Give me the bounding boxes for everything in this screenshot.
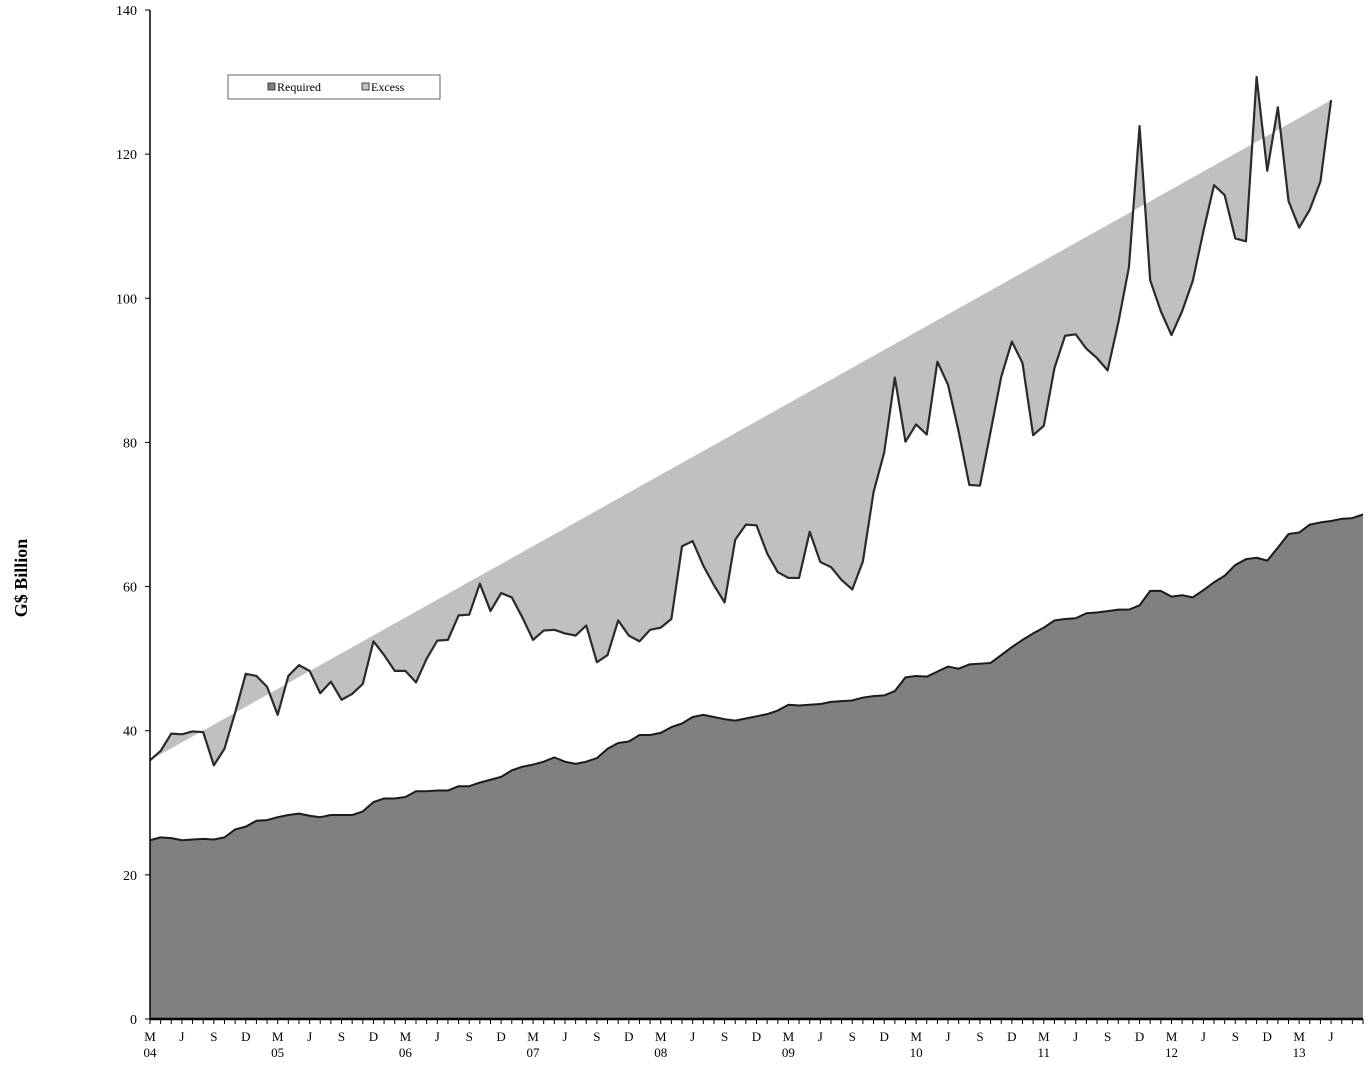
x-tick-label-month: M: [910, 1029, 922, 1044]
x-tick-label-month: D: [879, 1029, 888, 1044]
x-tick-label-year: 09: [782, 1045, 795, 1060]
x-tick-label-year: 04: [144, 1045, 158, 1060]
x-tick-label-month: S: [976, 1029, 983, 1044]
x-tick-label-month: J: [1073, 1029, 1078, 1044]
legend-box: [227, 74, 441, 100]
x-tick-label-month: M: [1038, 1029, 1050, 1044]
legend-swatch-excess: [361, 82, 370, 91]
y-axis-label: G$ Billion: [11, 539, 31, 618]
x-tick-label-month: D: [1007, 1029, 1016, 1044]
x-tick-label-month: M: [527, 1029, 539, 1044]
x-tick-label-month: J: [818, 1029, 823, 1044]
x-tick-label-year: 12: [1165, 1045, 1178, 1060]
y-tick-label: 60: [123, 581, 137, 596]
y-tick-label: 0: [130, 1013, 137, 1028]
x-tick-label-month: S: [1104, 1029, 1111, 1044]
x-tick-label-month: M: [1166, 1029, 1178, 1044]
x-tick-label-month: J: [1201, 1029, 1206, 1044]
x-tick-label-month: J: [1329, 1029, 1334, 1044]
x-tick-label-month: D: [241, 1029, 250, 1044]
x-tick-label-year: 08: [654, 1045, 667, 1060]
x-tick-label-month: J: [307, 1029, 312, 1044]
x-tick-label-month: D: [496, 1029, 505, 1044]
x-tick-label-month: J: [179, 1029, 184, 1044]
x-tick-label-month: D: [369, 1029, 378, 1044]
x-tick-label-month: S: [338, 1029, 345, 1044]
x-tick-label-year: 06: [399, 1045, 413, 1060]
x-tick-label-year: 10: [910, 1045, 923, 1060]
legend-swatch-required: [267, 82, 276, 91]
y-tick-label: 40: [123, 725, 137, 740]
chart-areas: [149, 75, 1364, 1019]
x-tick-label-month: M: [272, 1029, 284, 1044]
x-tick-label-month: M: [144, 1029, 156, 1044]
x-tick-label-month: S: [466, 1029, 473, 1044]
x-tick-label-month: M: [400, 1029, 412, 1044]
x-tick-label-month: S: [210, 1029, 217, 1044]
x-tick-label-month: S: [849, 1029, 856, 1044]
x-tick-label-month: D: [1263, 1029, 1272, 1044]
x-tick-label-month: S: [593, 1029, 600, 1044]
x-tick-label-month: D: [1135, 1029, 1144, 1044]
x-tick-label-month: M: [783, 1029, 795, 1044]
legend-label-required: Required: [277, 80, 321, 94]
required-area: [150, 514, 1363, 1019]
y-axis-ticks: 0 20 40 60 80 100 120 140: [116, 4, 150, 1028]
required-line: [149, 513, 1364, 842]
legend-label-excess: Excess: [371, 80, 405, 94]
x-tick-label-year: 11: [1038, 1045, 1051, 1060]
x-tick-label-month: J: [945, 1029, 950, 1044]
x-tick-label-month: S: [1232, 1029, 1239, 1044]
x-tick-label-year: 05: [271, 1045, 284, 1060]
x-tick-label-year: 07: [527, 1045, 541, 1060]
excess-total-line: [149, 75, 1333, 767]
chart-legend: Required Excess: [227, 74, 441, 100]
y-tick-label: 100: [116, 292, 137, 307]
x-tick-label-month: S: [721, 1029, 728, 1044]
y-tick-label: 140: [116, 4, 137, 19]
y-tick-label: 80: [123, 436, 137, 451]
x-tick-label-month: M: [1293, 1029, 1305, 1044]
y-tick-label: 20: [123, 869, 137, 884]
x-tick-label-year: 13: [1293, 1045, 1306, 1060]
x-tick-label-month: J: [435, 1029, 440, 1044]
y-tick-label: 120: [116, 148, 137, 163]
x-tick-label-month: D: [624, 1029, 633, 1044]
x-tick-label-month: M: [655, 1029, 667, 1044]
x-tick-label-month: J: [690, 1029, 695, 1044]
x-tick-label-month: D: [752, 1029, 761, 1044]
x-tick-label-month: J: [562, 1029, 567, 1044]
